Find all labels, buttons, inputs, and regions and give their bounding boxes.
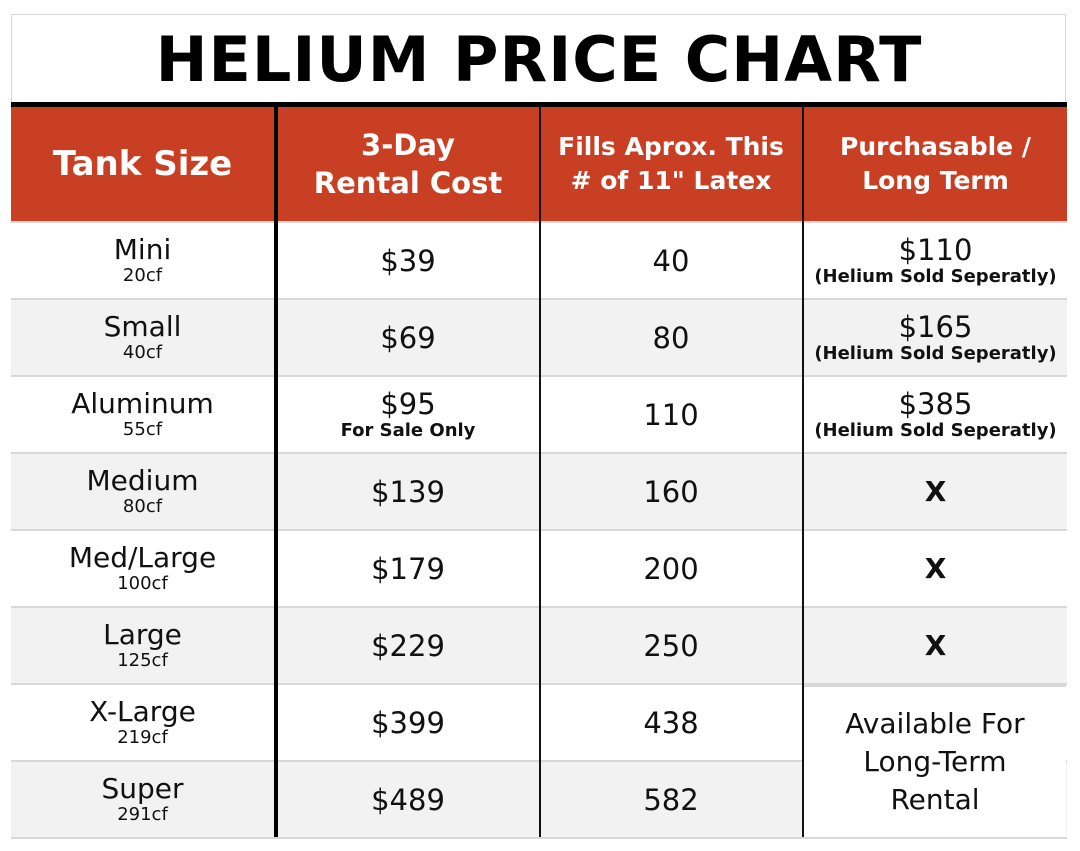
- tank-name: Medium: [86, 463, 199, 497]
- fills-count: 40: [652, 243, 690, 278]
- tank-capacity: 291cf: [117, 803, 168, 825]
- purchase-note: (Helium Sold Seperatly): [814, 419, 1057, 441]
- purchase-cell: $165 (Helium Sold Seperatly): [804, 300, 1067, 375]
- rental-cost-cell: $39: [278, 223, 538, 298]
- column-divider: [539, 107, 541, 838]
- merged-line1: Available For: [845, 707, 1025, 740]
- tank-size-cell: Med/Large 100cf: [11, 531, 274, 606]
- fills-count: 160: [643, 474, 699, 509]
- rental-cost-cell: $95 For Sale Only: [278, 377, 538, 452]
- page-title: HELIUM PRICE CHART: [155, 22, 923, 96]
- fills-cell: 250: [540, 608, 802, 683]
- header-rental-cost: 3-Day Rental Cost: [278, 107, 538, 221]
- merged-line2: Long-Term: [863, 745, 1007, 778]
- rental-price: $139: [371, 474, 445, 509]
- tank-name: Small: [103, 309, 182, 343]
- purchase-note: (Helium Sold Seperatly): [814, 342, 1057, 364]
- rental-cost-cell: $399: [278, 685, 538, 760]
- fills-cell: 160: [540, 454, 802, 529]
- fills-count: 200: [643, 551, 699, 586]
- fills-cell: 40: [540, 223, 802, 298]
- column-divider-thick: [274, 107, 278, 838]
- header-purchasable: Purchasable / Long Term: [804, 107, 1067, 221]
- tank-name: Large: [103, 617, 182, 651]
- fills-count: 582: [643, 782, 699, 817]
- not-available-x-icon: X: [924, 475, 947, 508]
- purchase-price: $385: [898, 386, 973, 421]
- rental-price: $179: [371, 551, 445, 586]
- rental-note: For Sale Only: [340, 419, 476, 441]
- tank-capacity: 219cf: [117, 726, 168, 748]
- rental-cost-cell: $179: [278, 531, 538, 606]
- tank-capacity: 55cf: [122, 418, 163, 440]
- purchase-price: $165: [898, 309, 973, 344]
- rental-cost-cell: $69: [278, 300, 538, 375]
- tank-size-cell: Super 291cf: [11, 762, 274, 837]
- fills-cell: 110: [540, 377, 802, 452]
- not-available-x-icon: X: [924, 629, 947, 662]
- rental-price: $229: [371, 628, 445, 663]
- header-fills-line2: # of 11" Latex: [570, 166, 772, 195]
- tank-name: Aluminum: [71, 386, 214, 420]
- purchase-cell: $110 (Helium Sold Seperatly): [804, 223, 1067, 298]
- header-fills: Fills Aprox. This # of 11" Latex: [540, 107, 802, 221]
- purchase-note: (Helium Sold Seperatly): [814, 265, 1057, 287]
- header-purchase-line2: Long Term: [862, 166, 1009, 195]
- fills-cell: 438: [540, 685, 802, 760]
- purchase-cell: X: [804, 608, 1067, 683]
- rental-cost-cell: $489: [278, 762, 538, 837]
- tank-name: X-Large: [89, 694, 196, 728]
- tank-capacity: 80cf: [122, 495, 163, 517]
- header-fills-line1: Fills Aprox. This: [558, 132, 784, 161]
- fills-count: 438: [643, 705, 699, 740]
- column-divider: [802, 107, 804, 838]
- header-tank-size: Tank Size: [52, 144, 233, 184]
- tank-capacity: 100cf: [117, 572, 168, 594]
- fills-count: 80: [652, 320, 690, 355]
- purchase-price: $110: [898, 232, 973, 267]
- header-purchase-line1: Purchasable /: [840, 132, 1031, 161]
- tank-size-cell: X-Large 219cf: [11, 685, 274, 760]
- header-rental-line1: 3-Day: [361, 128, 455, 162]
- rental-price: $399: [371, 705, 445, 740]
- tank-size-cell: Aluminum 55cf: [11, 377, 274, 452]
- fills-count: 250: [643, 628, 699, 663]
- tank-size-cell: Large 125cf: [11, 608, 274, 683]
- fills-cell: 80: [540, 300, 802, 375]
- tank-size-cell: Medium 80cf: [11, 454, 274, 529]
- rental-price: $489: [371, 782, 445, 817]
- fills-cell: 582: [540, 762, 802, 837]
- not-available-x-icon: X: [924, 552, 947, 585]
- rental-price: $69: [380, 320, 436, 355]
- table-bottom-border: [11, 837, 1067, 839]
- tank-capacity: 20cf: [122, 264, 163, 286]
- tank-capacity: 40cf: [122, 341, 163, 363]
- rental-price: $39: [380, 243, 436, 278]
- tank-size-cell: Small 40cf: [11, 300, 274, 375]
- long-term-rental-note: Available For Long-Term Rental: [804, 685, 1066, 837]
- purchase-cell: X: [804, 531, 1067, 606]
- rental-cost-cell: $229: [278, 608, 538, 683]
- tank-name: Med/Large: [68, 540, 217, 574]
- tank-name: Super: [101, 771, 184, 805]
- tank-capacity: 125cf: [117, 649, 168, 671]
- purchase-cell: $385 (Helium Sold Seperatly): [804, 377, 1067, 452]
- fills-count: 110: [643, 397, 699, 432]
- title-divider: [11, 102, 1067, 107]
- tank-size-cell: Mini 20cf: [11, 223, 274, 298]
- tank-name: Mini: [113, 232, 172, 266]
- fills-cell: 200: [540, 531, 802, 606]
- rental-cost-cell: $139: [278, 454, 538, 529]
- header-rental-line2: Rental Cost: [313, 166, 503, 200]
- purchase-cell: X: [804, 454, 1067, 529]
- rental-price: $95: [380, 386, 436, 421]
- merged-line3: Rental: [890, 783, 980, 816]
